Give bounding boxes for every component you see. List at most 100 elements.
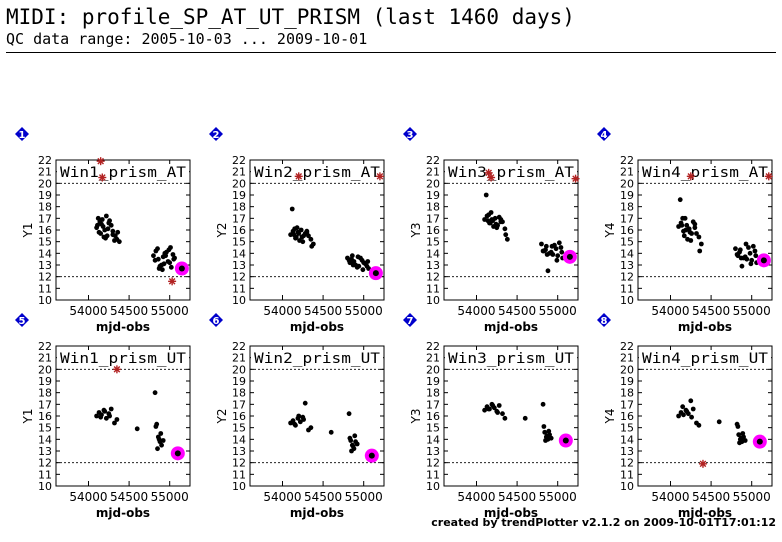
data-point	[698, 241, 704, 247]
y-tick-label: 20	[232, 363, 246, 376]
data-point	[152, 390, 158, 396]
data-point	[747, 250, 753, 256]
data-point	[299, 234, 305, 240]
x-axis-label: mjd-obs	[290, 320, 344, 334]
panel-number: 7	[407, 316, 414, 327]
x-tick-label: 55000	[539, 304, 577, 318]
panel-title: Win4_prism_UT	[642, 351, 769, 367]
y-tick-label: 17	[426, 212, 440, 225]
y-tick-label: 13	[38, 259, 52, 272]
data-point	[753, 253, 759, 259]
x-tick-label: 54500	[304, 490, 342, 504]
data-point	[293, 234, 299, 240]
x-axis-label: mjd-obs	[484, 506, 538, 520]
y-tick-label: 11	[232, 468, 246, 481]
data-point	[346, 257, 352, 263]
x-tick-label: 54000	[457, 490, 495, 504]
y-tick-label: 21	[620, 166, 634, 179]
data-point	[716, 419, 722, 425]
data-point	[346, 411, 352, 417]
panel-badge-icon	[597, 313, 611, 327]
y-tick-label: 19	[38, 189, 52, 202]
data-point	[309, 243, 315, 249]
data-point	[352, 433, 358, 439]
data-point	[500, 219, 505, 225]
panel-title: Win3_prism_UT	[448, 351, 575, 367]
data-point	[350, 443, 356, 449]
data-point	[98, 231, 104, 236]
panel-number: 2	[213, 130, 220, 141]
y-tick-label: 12	[426, 457, 440, 470]
panel-title-box	[639, 350, 771, 366]
plot-frame	[443, 345, 579, 487]
y-tick-label: 17	[232, 212, 246, 225]
data-point	[496, 403, 502, 408]
outlier-stroke	[687, 173, 695, 180]
data-point	[160, 438, 166, 443]
y-tick-label: 10	[38, 294, 52, 307]
y-tick-label: 13	[232, 445, 246, 458]
data-point	[549, 243, 555, 249]
panel-title-box	[445, 164, 577, 180]
data-point	[100, 224, 106, 229]
data-point	[108, 406, 114, 412]
y-tick-label: 10	[232, 480, 246, 493]
data-point	[694, 231, 699, 236]
y-tick-label: 21	[38, 166, 52, 179]
data-point	[171, 256, 177, 262]
data-point	[680, 404, 686, 410]
y-tick-label: 16	[38, 224, 52, 237]
data-point	[737, 440, 742, 446]
data-point	[98, 414, 104, 420]
panel-title-box	[57, 350, 189, 366]
data-point	[170, 252, 176, 257]
data-point	[112, 420, 117, 426]
y-tick-label: 19	[232, 189, 246, 202]
data-point	[742, 254, 748, 260]
data-point	[306, 233, 311, 239]
data-point	[680, 215, 686, 221]
y-tick-label: 20	[38, 177, 52, 190]
x-axis-label: mjd-obs	[484, 320, 538, 334]
data-point	[292, 421, 298, 427]
x-tick-label: 54500	[498, 490, 536, 504]
y-tick-label: 17	[620, 398, 634, 411]
y-tick-label: 14	[38, 433, 52, 446]
y-tick-label: 20	[232, 177, 246, 190]
y-tick-label: 18	[426, 387, 440, 400]
data-point	[502, 226, 508, 232]
data-point	[110, 228, 116, 234]
panel-badge-icon	[209, 313, 223, 327]
outlier-marker	[686, 172, 695, 181]
y-tick-label: 13	[426, 259, 440, 272]
y-tick-label: 13	[620, 445, 634, 458]
panel-badge-icon	[15, 313, 29, 327]
x-axis-label: mjd-obs	[96, 320, 150, 334]
data-point	[740, 431, 746, 436]
data-point	[690, 219, 696, 225]
y-tick-label: 14	[620, 247, 634, 260]
y-tick-label: 15	[426, 236, 440, 249]
y-tick-label: 21	[38, 352, 52, 365]
y-tick-label: 10	[620, 480, 634, 493]
x-tick-label: 54000	[69, 490, 107, 504]
panel-title-box	[57, 164, 189, 180]
y-tick-label: 14	[426, 247, 440, 260]
data-point	[112, 238, 117, 243]
data-point	[292, 226, 298, 232]
y-tick-label: 16	[232, 410, 246, 423]
latest-value-point	[566, 253, 573, 260]
data-point	[112, 233, 118, 239]
creator-credit: created by trendPlotter v2.1.2 on 2009-1…	[431, 516, 776, 529]
data-point	[696, 422, 702, 428]
panel-number: 6	[213, 316, 220, 327]
data-point	[155, 246, 160, 252]
outlier-stroke	[98, 174, 106, 181]
y-tick-label: 17	[620, 212, 634, 225]
x-tick-label: 54000	[651, 490, 689, 504]
panel-title: Win1_prism_AT	[60, 165, 187, 181]
outlier-stroke	[485, 169, 492, 177]
data-point	[544, 252, 550, 257]
